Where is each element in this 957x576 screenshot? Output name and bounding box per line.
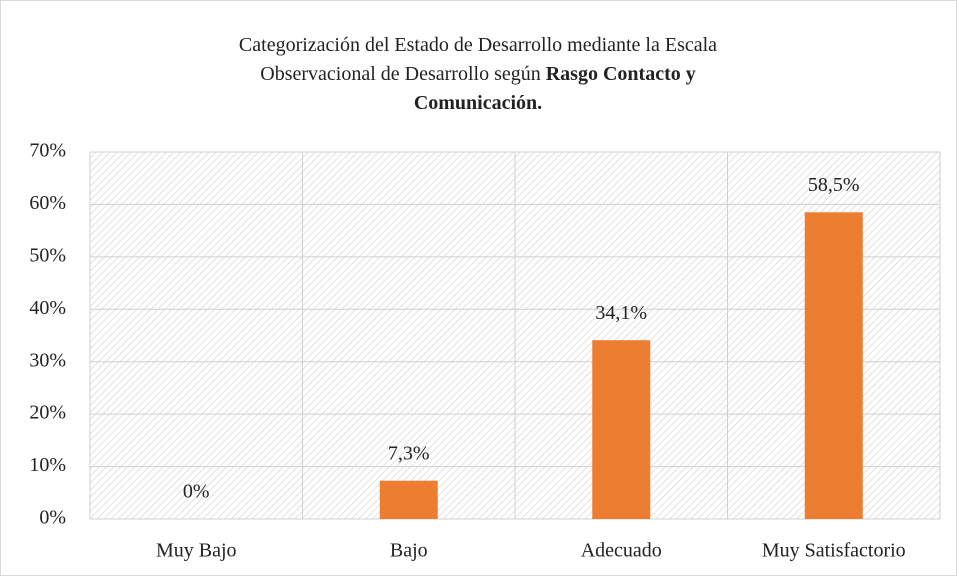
y-tick-label: 0% — [39, 507, 66, 529]
chart-title: Comunicación. — [414, 92, 542, 114]
bar — [804, 212, 863, 520]
y-tick-label: 10% — [29, 454, 66, 476]
bar — [379, 480, 438, 519]
y-tick-label: 50% — [29, 244, 66, 266]
data-label: 0% — [183, 481, 210, 503]
y-tick-label: 30% — [29, 349, 66, 371]
y-tick-label: 60% — [29, 192, 66, 214]
data-label: 58,5% — [808, 174, 860, 196]
chart-title: Categorización del Estado de Desarrollo … — [239, 34, 717, 56]
x-tick-label: Bajo — [390, 540, 428, 562]
x-tick-label: Adecuado — [581, 540, 662, 562]
y-tick-label: 40% — [29, 297, 66, 319]
chart-title: Observacional de Desarrollo según Rasgo … — [260, 63, 695, 85]
x-tick-label: Muy Satisfactorio — [762, 540, 906, 562]
y-tick-label: 70% — [29, 140, 66, 162]
data-label: 7,3% — [388, 442, 430, 464]
data-label: 34,1% — [595, 302, 647, 324]
y-tick-label: 20% — [29, 402, 66, 424]
bar — [592, 340, 651, 519]
x-tick-label: Muy Bajo — [156, 540, 237, 562]
